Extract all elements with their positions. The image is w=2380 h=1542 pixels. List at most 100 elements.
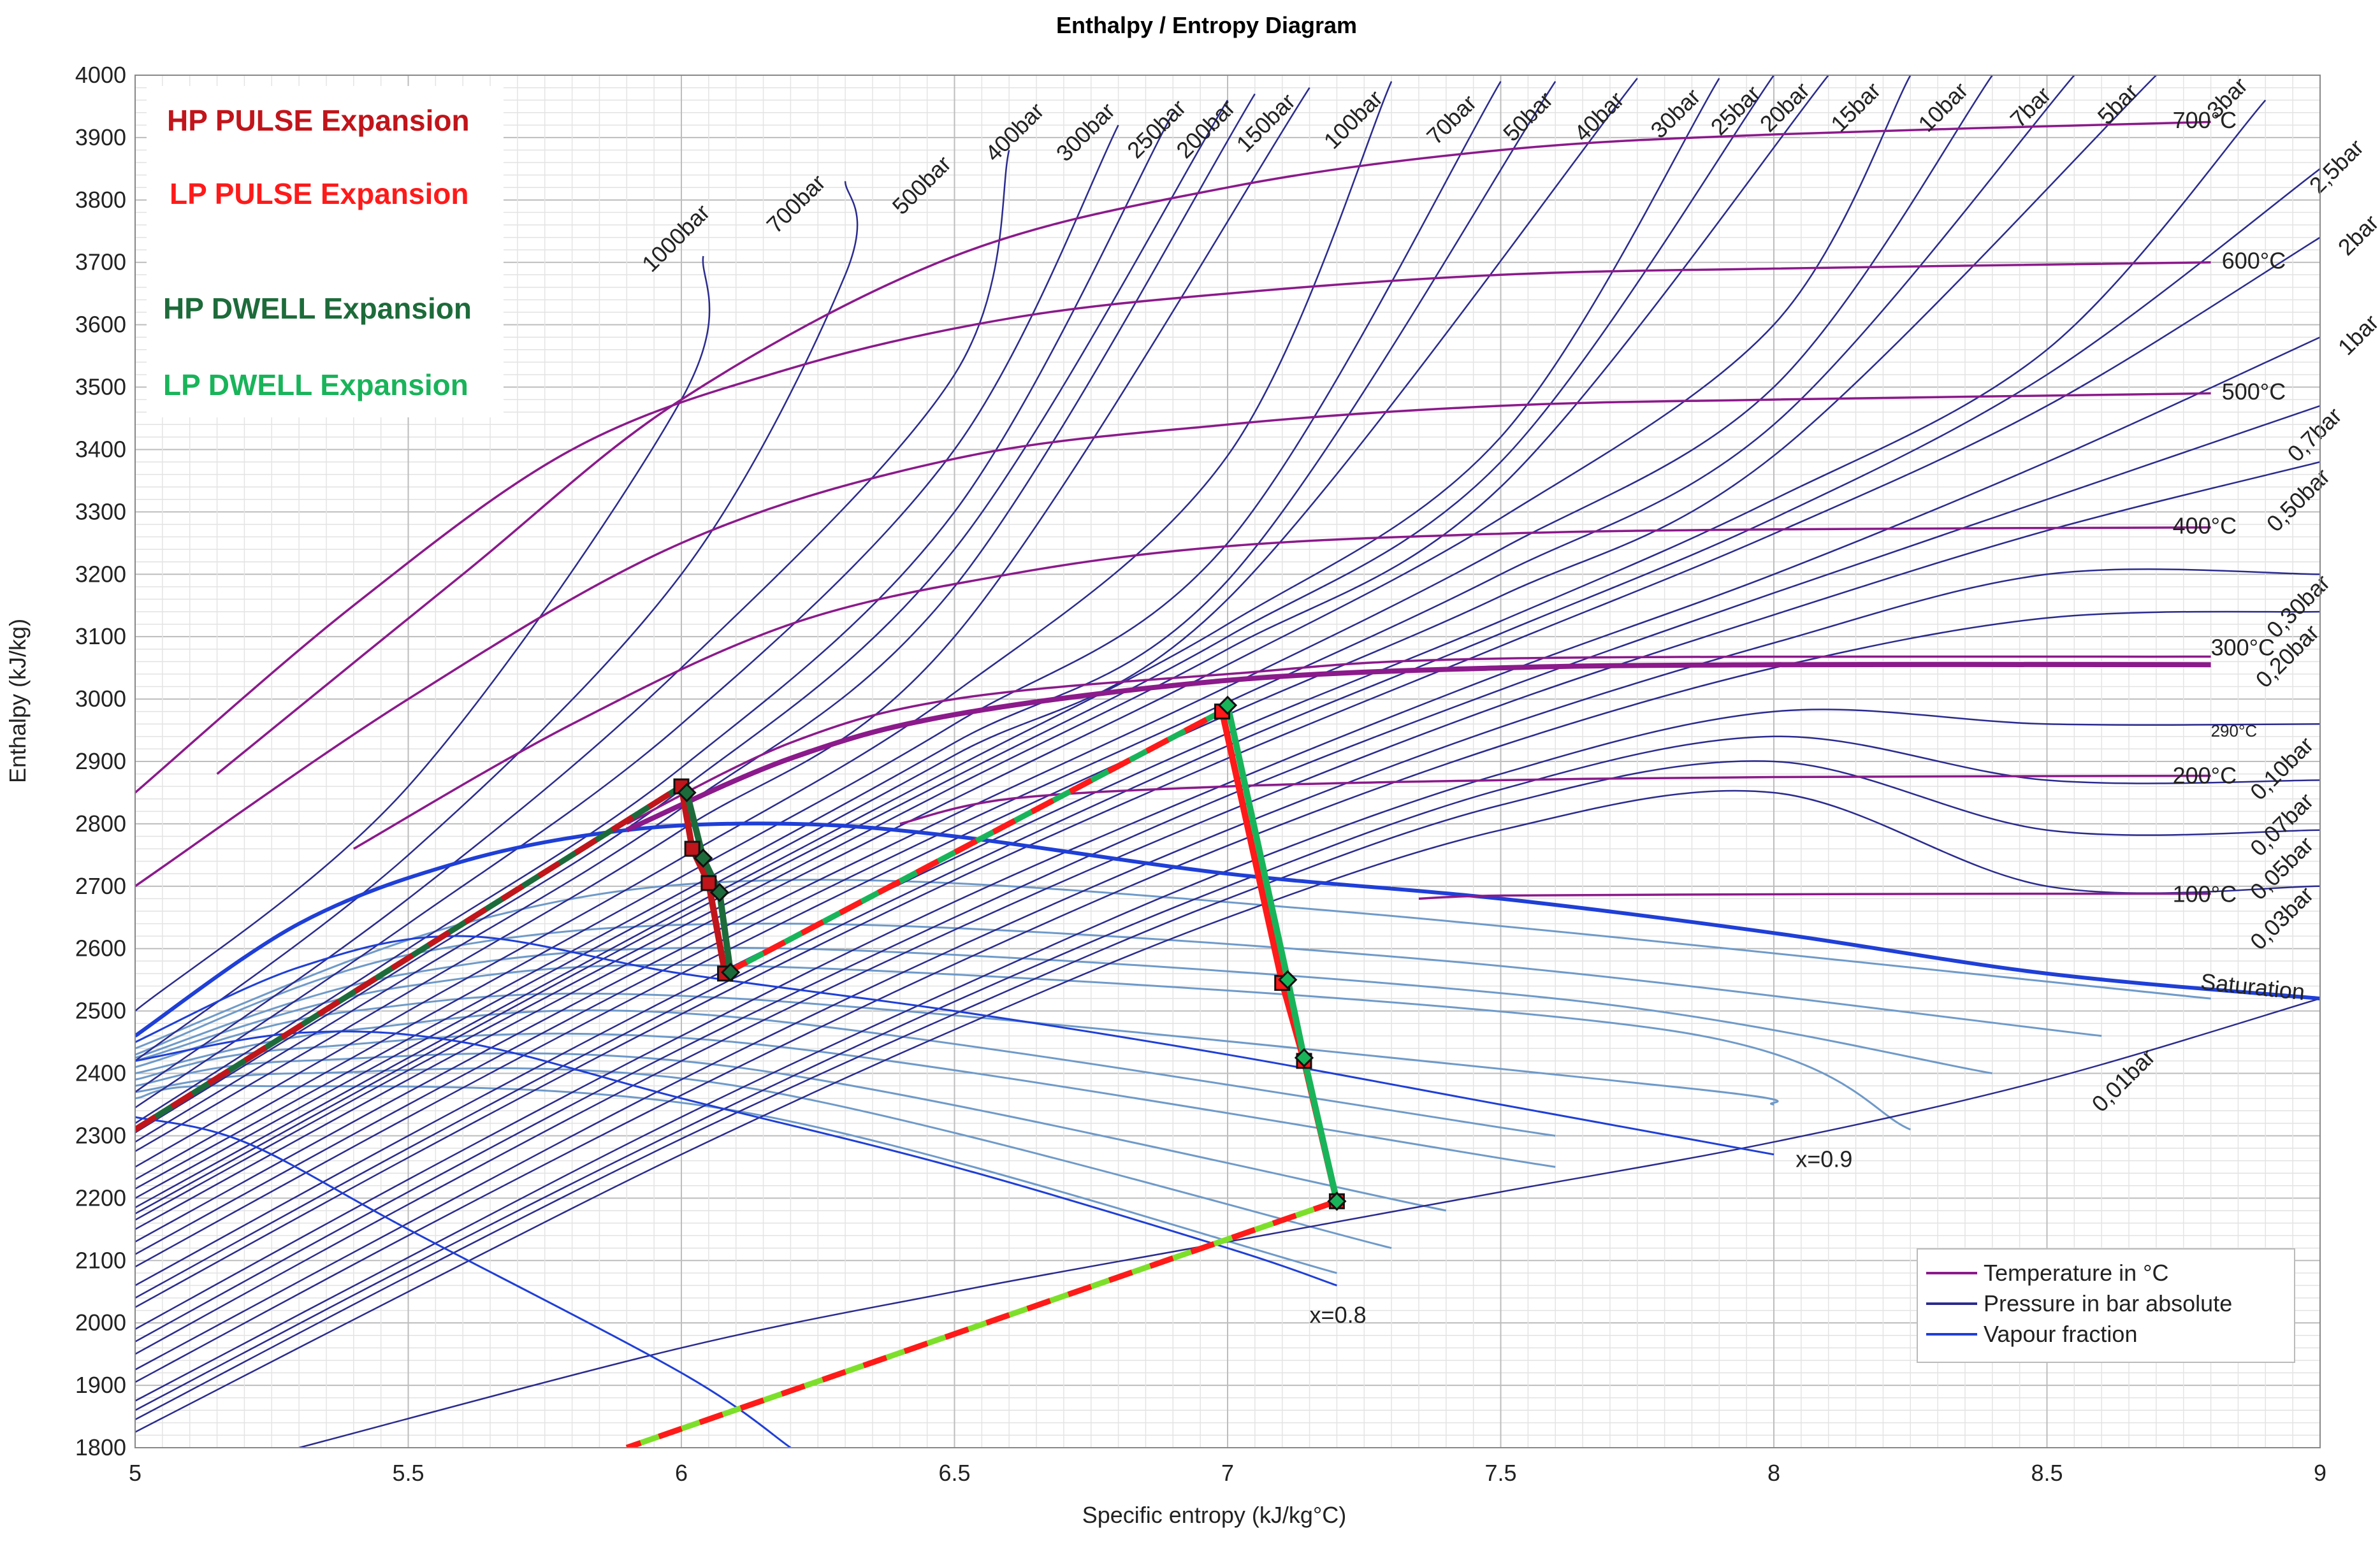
isobar-0,01bar xyxy=(298,997,2320,1448)
wet-isobars xyxy=(135,879,2211,1274)
y-tick-label: 3800 xyxy=(75,187,126,213)
dashed-connector-lines xyxy=(135,705,1338,1448)
isotherm-label: 600°C xyxy=(2222,248,2286,274)
y-tick-label: 3200 xyxy=(75,561,126,587)
x-axis-ticks: 5 5.5 6 6.5 7 7.5 8 8.5 9 xyxy=(129,1460,2326,1486)
isobar-1000bar xyxy=(135,256,711,1012)
series-line-3 xyxy=(1224,704,1340,1202)
y-tick-label: 3700 xyxy=(75,249,126,275)
vapour-line-x=0.7 xyxy=(135,1116,792,1448)
isobar-500bar xyxy=(135,150,1010,1093)
y-axis-label: Enthalpy (kJ/kg) xyxy=(4,619,31,783)
isobar-250bar xyxy=(135,99,1229,1134)
series-marker xyxy=(1327,1192,1347,1211)
isotherm-400°C xyxy=(352,526,2211,850)
isotherm-500°C xyxy=(135,392,2211,888)
isobar-7bar xyxy=(135,75,2075,1255)
wet-isobar xyxy=(135,992,1779,1106)
saturation-line xyxy=(135,821,2320,1038)
isotherm-label: 500°C xyxy=(2222,378,2286,405)
isotherm-300°C xyxy=(626,655,2211,825)
y-tick-label: 2900 xyxy=(75,748,126,774)
y-tick-label: 3400 xyxy=(75,436,126,462)
y-tick-label: 1900 xyxy=(75,1372,126,1398)
y-tick-label: 1800 xyxy=(75,1434,126,1460)
vapour-line-x=0.9 xyxy=(135,935,1774,1156)
y-tick-label: 3300 xyxy=(75,498,126,524)
isobar-0,7bar xyxy=(135,405,2320,1343)
vapour-line-x=0.8 xyxy=(135,1030,1337,1286)
wet-isobar xyxy=(135,1067,1392,1250)
series-marker xyxy=(693,848,713,868)
isobar-0,20bar xyxy=(135,610,2320,1383)
isobar-25bar xyxy=(135,75,1775,1214)
isotherm-700°C xyxy=(216,120,2211,775)
series-marker xyxy=(677,782,697,803)
y-tick-label: 3900 xyxy=(75,124,126,150)
y-tick-label: 2500 xyxy=(75,998,126,1024)
x-tick-label: 6 xyxy=(675,1460,688,1486)
isobar-2bar xyxy=(135,236,2320,1308)
isobar-0,05bar xyxy=(135,760,2320,1421)
isobar-100bar xyxy=(135,81,1393,1168)
legend-temperature-label: Temperature in °C xyxy=(1984,1260,2169,1286)
y-tick-label: 2700 xyxy=(75,873,126,899)
y-tick-label: 3600 xyxy=(75,312,126,338)
isotherm-290°C xyxy=(625,661,2211,833)
x-tick-label: 8 xyxy=(1767,1460,1780,1486)
legend-pressure-label: Pressure in bar absolute xyxy=(1984,1290,2232,1316)
legend-vapour-label: Vapour fraction xyxy=(1984,1321,2137,1347)
annotation-lp-pulse: LP PULSE Expansion xyxy=(170,177,468,210)
vapour-label: x=0.9 xyxy=(1796,1146,1852,1172)
y-tick-label: 2600 xyxy=(75,935,126,962)
vapour-label: x=0.8 xyxy=(1310,1302,1367,1328)
y-tick-label: 3100 xyxy=(75,623,126,649)
annotation-hp-pulse: HP PULSE Expansion xyxy=(167,104,470,137)
x-tick-label: 7.5 xyxy=(1484,1460,1516,1486)
expansion-series xyxy=(673,695,1347,1211)
y-tick-label: 2200 xyxy=(75,1185,126,1211)
x-tick-label: 5.5 xyxy=(392,1460,424,1486)
temperature-isotherms xyxy=(135,120,2211,900)
wet-isobar xyxy=(135,922,2102,1056)
isobar-300bar xyxy=(135,112,1174,1124)
y-tick-label: 2100 xyxy=(75,1247,126,1273)
series-marker xyxy=(1278,970,1298,990)
isotherm-label: 100°C xyxy=(2173,881,2237,907)
isotherm-200°C xyxy=(899,774,2211,825)
y-tick-label: 2300 xyxy=(75,1122,126,1148)
isobar-70bar xyxy=(135,81,1502,1181)
isobar-0,50bar xyxy=(135,461,2320,1355)
isobar-0,07bar xyxy=(135,735,2320,1411)
wet-isobar xyxy=(135,879,2211,1049)
isobar-0,30bar xyxy=(135,568,2320,1371)
y-tick-label: 3500 xyxy=(75,374,126,400)
x-tick-label: 5 xyxy=(129,1460,141,1486)
y-tick-label: 4000 xyxy=(75,62,126,88)
series-marker xyxy=(1217,695,1238,716)
x-axis-label: Specific entropy (kJ/kg°C) xyxy=(1082,1502,1347,1528)
reheat-line-dash xyxy=(723,705,1230,976)
isobar-400bar xyxy=(135,124,1119,1109)
isobar-20bar xyxy=(135,75,1829,1221)
plot-frame xyxy=(134,75,2321,1448)
annotation-hp-dwell: HP DWELL Expansion xyxy=(163,292,472,325)
y-tick-label: 2800 xyxy=(75,811,126,837)
isobar-30bar xyxy=(135,78,1720,1209)
series-line-0 xyxy=(678,786,729,974)
isobar-1bar xyxy=(135,336,2320,1330)
vapour-fraction-lines xyxy=(135,821,2320,1448)
y-axis-ticks: 1800 1900 2000 2100 2200 2300 2400 2500 2600 2700… xyxy=(75,62,126,1460)
inlet-line-1-dash xyxy=(135,784,683,1132)
isobar-40bar xyxy=(135,78,1638,1199)
x-tick-label: 7 xyxy=(1221,1460,1234,1486)
expansion-annotations: HP PULSE Expansion LP PULSE Expansion HP… xyxy=(147,86,504,417)
series-marker xyxy=(700,875,717,891)
isotherm-label: 290°C xyxy=(2211,721,2258,740)
isotherm-label: 700°C xyxy=(2173,107,2237,133)
y-tick-label: 3000 xyxy=(75,686,126,712)
isobar-700bar xyxy=(135,181,859,1062)
isotherm-100°C xyxy=(1418,892,2211,900)
exhaust-line-dash xyxy=(625,1199,1338,1448)
y-tick-label: 2000 xyxy=(75,1309,126,1336)
